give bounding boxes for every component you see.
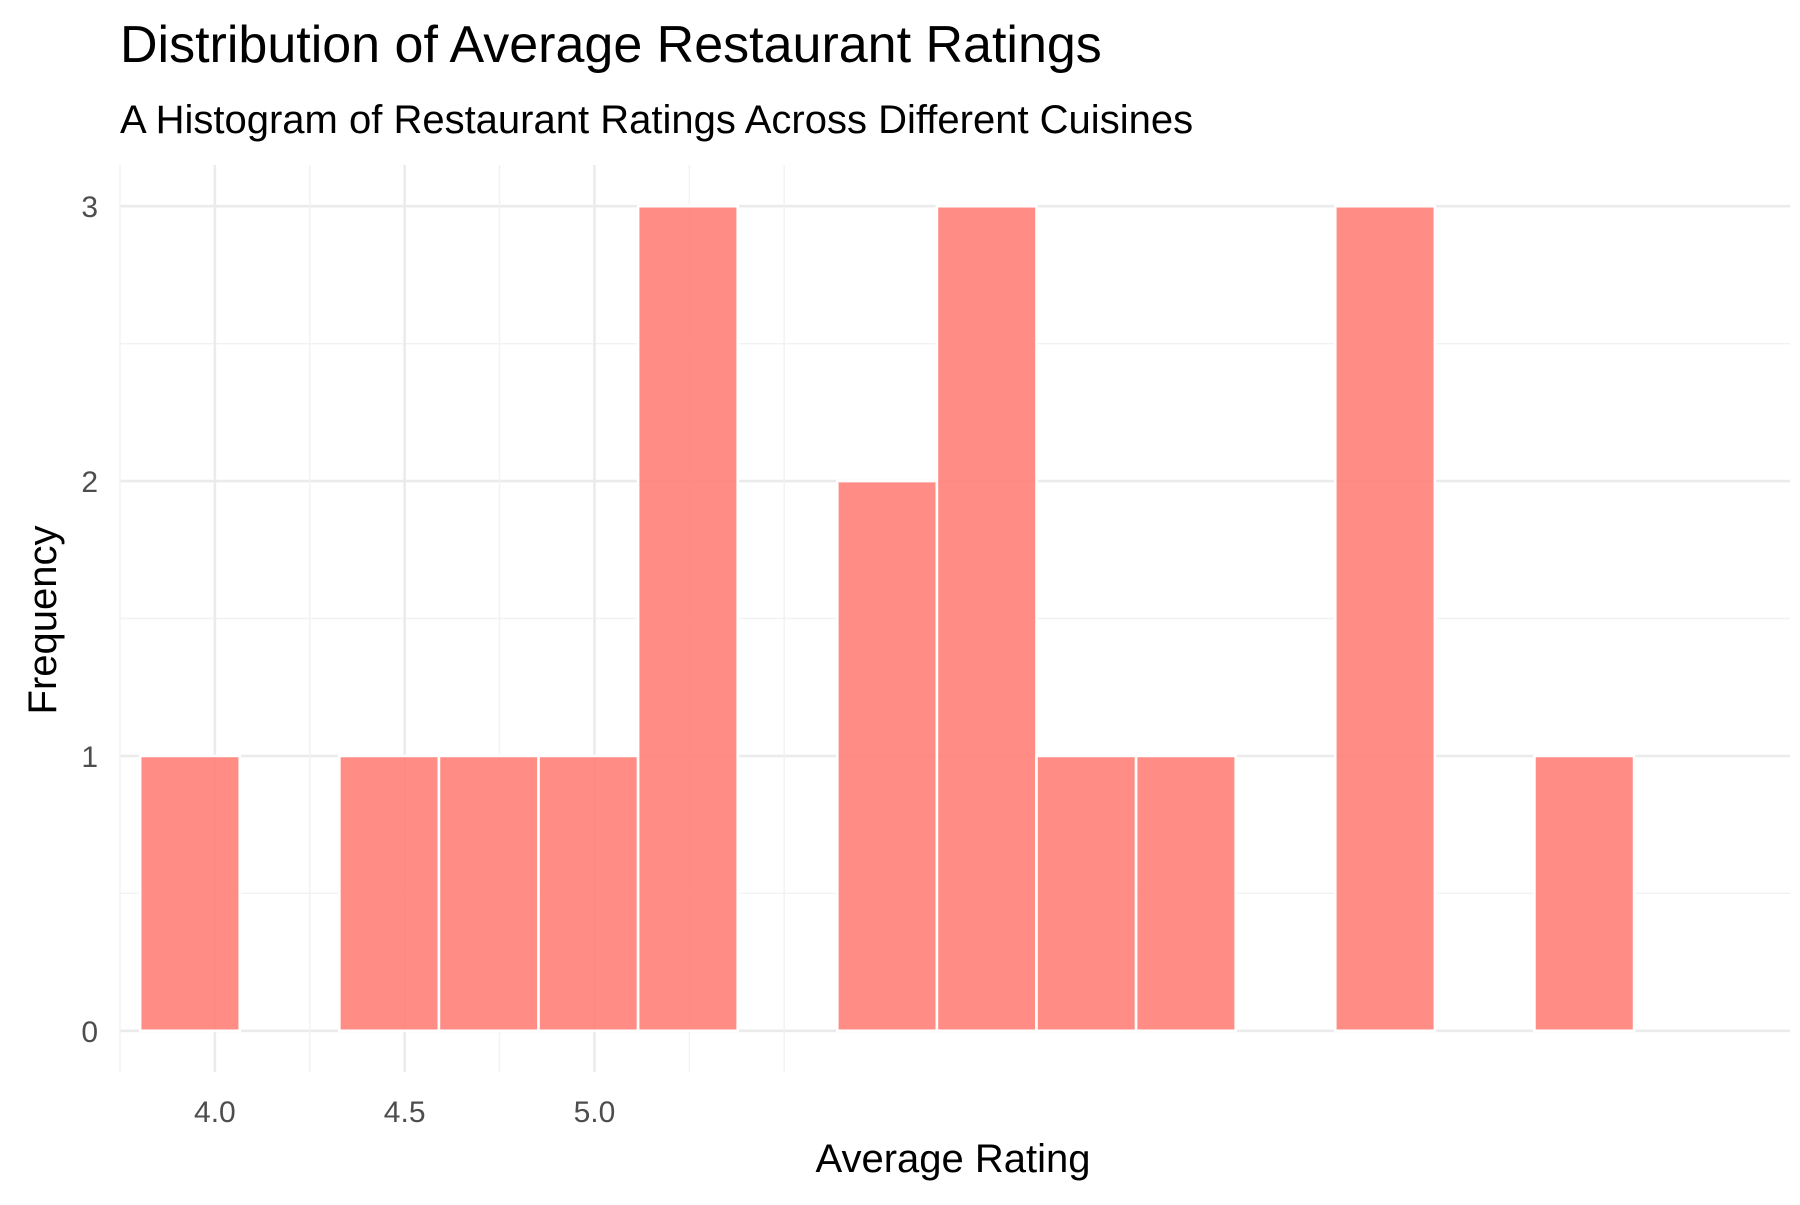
x-tick-label: 4.0 (194, 1096, 236, 1129)
y-axis-title: Frequency (21, 526, 65, 715)
x-tick-label: 5.0 (574, 1096, 616, 1129)
y-axis-ticks: 0 1 2 3 (81, 191, 98, 1049)
y-tick-label: 0 (81, 1016, 98, 1049)
histogram-bar (537, 754, 640, 1033)
histogram-bar (935, 204, 1038, 1033)
histogram-bar (636, 204, 740, 1033)
x-axis-ticks: 4.0 4.5 5.0 (194, 1096, 615, 1129)
chart-subtitle: A Histogram of Restaurant Ratings Across… (120, 98, 1193, 142)
y-tick-label: 2 (81, 466, 98, 499)
histogram-bar (1533, 754, 1636, 1033)
histogram-bar (1035, 754, 1138, 1033)
histogram-bar (836, 479, 939, 1033)
histogram-bar (1134, 754, 1237, 1033)
histogram-bar (338, 754, 441, 1033)
x-axis-title: Average Rating (816, 1137, 1091, 1181)
y-tick-label: 3 (81, 191, 98, 224)
x-tick-label: 4.5 (384, 1096, 426, 1129)
bars (138, 204, 1636, 1033)
histogram-bar (138, 754, 242, 1033)
chart-title: Distribution of Average Restaurant Ratin… (120, 16, 1102, 74)
histogram-bar (437, 754, 540, 1033)
y-tick-label: 1 (81, 741, 98, 774)
histogram-bar (1333, 204, 1437, 1033)
